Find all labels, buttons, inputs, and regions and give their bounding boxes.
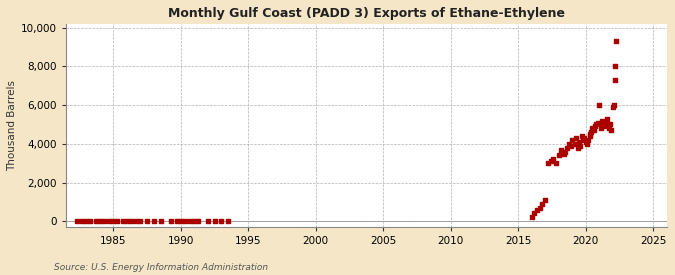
Point — [576, 134, 587, 138]
Point — [548, 157, 559, 161]
Point — [171, 219, 182, 223]
Point — [81, 219, 92, 223]
Point — [90, 219, 101, 223]
Point — [578, 138, 589, 142]
Point — [166, 219, 177, 223]
Point — [99, 219, 109, 223]
Point — [535, 205, 545, 210]
Point — [155, 219, 166, 223]
Point — [598, 122, 609, 127]
Point — [572, 145, 583, 150]
Point — [223, 219, 234, 223]
Point — [216, 219, 227, 223]
Point — [602, 117, 613, 121]
Point — [551, 161, 562, 165]
Point — [529, 211, 540, 216]
Point — [590, 124, 601, 129]
Point — [594, 103, 605, 107]
Point — [595, 126, 606, 131]
Point — [202, 219, 213, 223]
Point — [574, 140, 585, 144]
Point — [122, 219, 132, 223]
Point — [148, 219, 159, 223]
Y-axis label: Thousand Barrels: Thousand Barrels — [7, 80, 17, 171]
Point — [112, 219, 123, 223]
Point — [126, 219, 136, 223]
Point — [193, 219, 204, 223]
Point — [571, 136, 582, 140]
Point — [180, 219, 190, 223]
Text: Source: U.S. Energy Information Administration: Source: U.S. Energy Information Administ… — [54, 263, 268, 272]
Point — [104, 219, 115, 223]
Point — [566, 144, 576, 148]
Point — [591, 122, 602, 127]
Point — [526, 215, 537, 219]
Point — [570, 142, 580, 146]
Point — [610, 78, 620, 82]
Point — [77, 219, 88, 223]
Point — [117, 219, 128, 223]
Point — [611, 39, 622, 43]
Point — [580, 140, 591, 144]
Point — [601, 124, 612, 129]
Point — [585, 132, 595, 136]
Point — [583, 138, 594, 142]
Point — [610, 64, 621, 69]
Point — [608, 105, 618, 109]
Point — [85, 219, 96, 223]
Title: Monthly Gulf Coast (PADD 3) Exports of Ethane-Ethylene: Monthly Gulf Coast (PADD 3) Exports of E… — [168, 7, 565, 20]
Point — [603, 126, 614, 131]
Point — [606, 128, 617, 133]
Point — [185, 219, 196, 223]
Point — [189, 219, 200, 223]
Point — [579, 136, 590, 140]
Point — [562, 145, 572, 150]
Point — [72, 219, 82, 223]
Point — [554, 153, 564, 158]
Point — [560, 149, 571, 154]
Point — [597, 119, 608, 123]
Point — [589, 128, 599, 133]
Point — [582, 142, 593, 146]
Point — [543, 161, 554, 165]
Point — [593, 120, 603, 125]
Point — [540, 198, 551, 202]
Point — [567, 138, 578, 142]
Point — [131, 219, 142, 223]
Point — [176, 219, 186, 223]
Point — [108, 219, 119, 223]
Point — [605, 122, 616, 127]
Point — [537, 202, 548, 206]
Point — [545, 159, 556, 163]
Point — [556, 147, 567, 152]
Point — [532, 207, 543, 212]
Point — [559, 151, 570, 156]
Point — [564, 142, 575, 146]
Point — [609, 103, 620, 107]
Point — [142, 219, 153, 223]
Point — [95, 219, 105, 223]
Point — [586, 130, 597, 134]
Point — [587, 126, 598, 131]
Point — [585, 134, 596, 138]
Point — [135, 219, 146, 223]
Point — [209, 219, 220, 223]
Point — [599, 120, 610, 125]
Point — [575, 144, 586, 148]
